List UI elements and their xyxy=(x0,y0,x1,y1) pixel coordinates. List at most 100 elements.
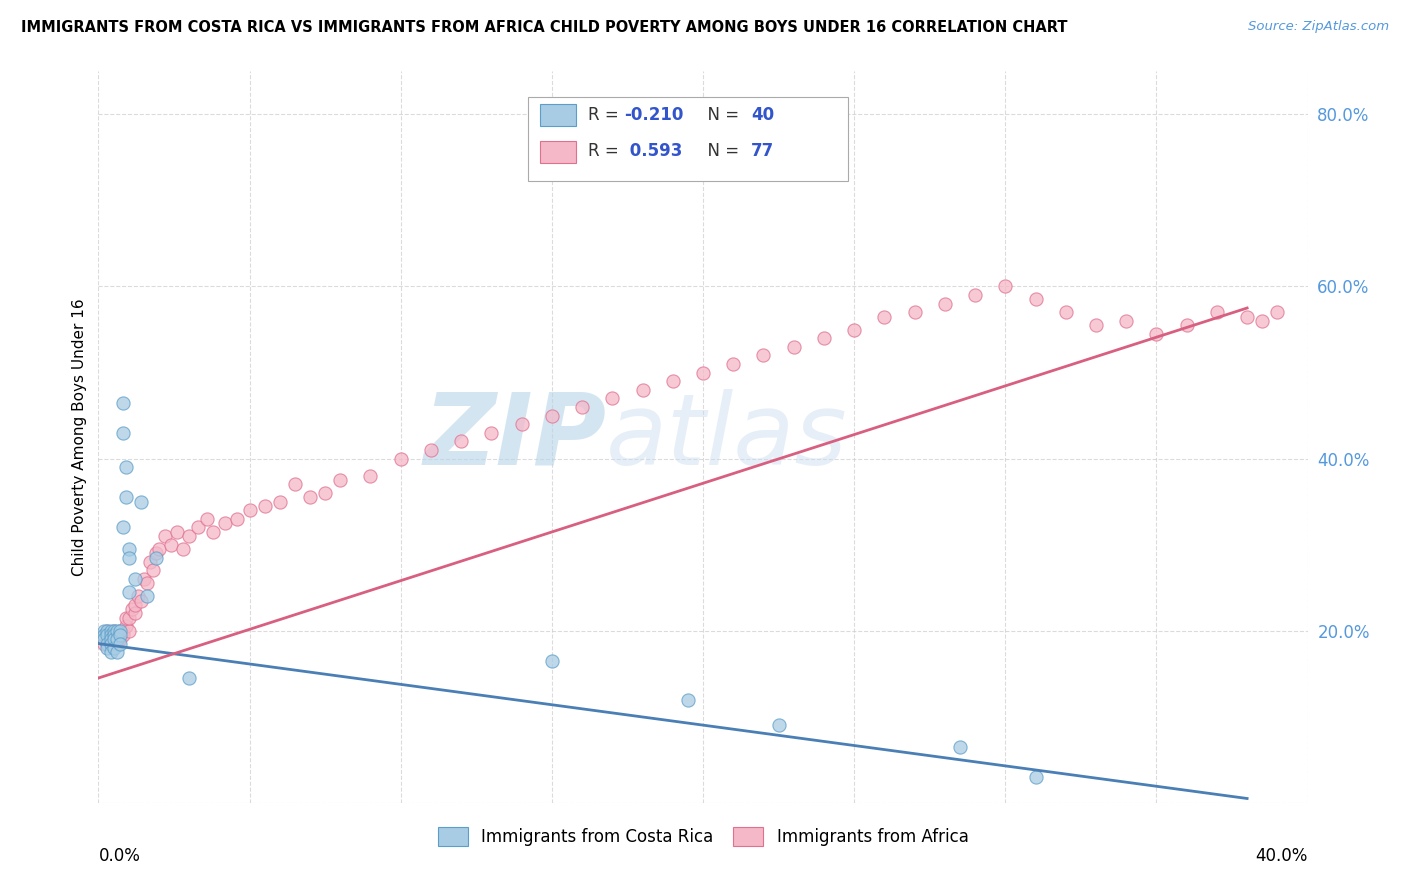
Point xyxy=(148,541,170,556)
Point xyxy=(723,357,745,371)
Point xyxy=(142,564,165,578)
Text: R =: R = xyxy=(588,105,624,123)
Point xyxy=(253,499,276,513)
Point xyxy=(195,512,218,526)
Point xyxy=(96,624,118,638)
Point xyxy=(284,477,307,491)
Point xyxy=(111,395,134,409)
Point xyxy=(118,624,141,638)
Point xyxy=(299,491,322,505)
Point xyxy=(100,637,122,651)
Point xyxy=(127,589,149,603)
Point xyxy=(873,310,896,324)
Text: N =: N = xyxy=(697,105,744,123)
Point xyxy=(105,624,128,638)
Point xyxy=(160,538,183,552)
Text: 40: 40 xyxy=(751,105,775,123)
Point xyxy=(481,425,503,440)
Point xyxy=(96,637,118,651)
Text: 0.0%: 0.0% xyxy=(98,847,141,864)
Point xyxy=(135,576,157,591)
Point xyxy=(145,550,167,565)
Point xyxy=(153,529,176,543)
FancyBboxPatch shape xyxy=(527,97,848,181)
Point xyxy=(118,585,141,599)
Point xyxy=(172,541,194,556)
Point xyxy=(510,417,533,432)
Point xyxy=(934,296,956,310)
Point xyxy=(214,516,236,530)
Point xyxy=(540,654,562,668)
Point xyxy=(111,520,134,534)
Point xyxy=(904,305,927,319)
Point xyxy=(103,632,125,647)
FancyBboxPatch shape xyxy=(540,141,576,163)
Point xyxy=(844,322,866,336)
Point xyxy=(132,572,155,586)
Point xyxy=(114,491,136,505)
Point xyxy=(103,640,125,655)
Point xyxy=(129,494,152,508)
Text: atlas: atlas xyxy=(606,389,848,485)
Point xyxy=(100,637,122,651)
Point xyxy=(202,524,225,539)
Point xyxy=(118,611,141,625)
Point xyxy=(135,589,157,603)
Point xyxy=(124,607,146,621)
Point xyxy=(1175,318,1198,333)
Point xyxy=(420,442,443,457)
Point xyxy=(1144,326,1167,341)
Point xyxy=(124,572,146,586)
Point xyxy=(108,632,131,647)
Point xyxy=(450,434,472,449)
Text: IMMIGRANTS FROM COSTA RICA VS IMMIGRANTS FROM AFRICA CHILD POVERTY AMONG BOYS UN: IMMIGRANTS FROM COSTA RICA VS IMMIGRANTS… xyxy=(21,20,1067,35)
Point xyxy=(602,392,624,406)
Point xyxy=(1024,770,1046,784)
Point xyxy=(329,473,352,487)
Y-axis label: Child Poverty Among Boys Under 16: Child Poverty Among Boys Under 16 xyxy=(72,298,87,576)
Point xyxy=(100,645,122,659)
Point xyxy=(1085,318,1108,333)
Point xyxy=(114,619,136,633)
Point xyxy=(96,640,118,655)
Point xyxy=(96,628,118,642)
Point xyxy=(166,524,188,539)
Point xyxy=(108,624,131,638)
Point xyxy=(571,400,593,414)
Point xyxy=(105,645,128,659)
Point xyxy=(676,692,699,706)
Point xyxy=(187,520,209,534)
Point xyxy=(389,451,412,466)
Point xyxy=(105,632,128,647)
Text: 40.0%: 40.0% xyxy=(1256,847,1308,864)
Point xyxy=(100,628,122,642)
Point xyxy=(139,555,162,569)
Point xyxy=(179,529,201,543)
Point xyxy=(145,546,167,560)
Point xyxy=(100,624,122,638)
Point xyxy=(1267,305,1289,319)
Point xyxy=(93,632,115,647)
Text: Source: ZipAtlas.com: Source: ZipAtlas.com xyxy=(1249,20,1389,33)
Point xyxy=(1251,314,1274,328)
Text: -0.210: -0.210 xyxy=(624,105,683,123)
Point xyxy=(1024,293,1046,307)
Point xyxy=(108,628,131,642)
Point xyxy=(752,348,775,362)
Point xyxy=(314,486,336,500)
Point xyxy=(100,632,122,647)
Point xyxy=(179,671,201,685)
Text: 0.593: 0.593 xyxy=(624,142,683,160)
Point xyxy=(108,624,131,638)
Text: 77: 77 xyxy=(751,142,775,160)
Point xyxy=(96,624,118,638)
Point xyxy=(121,602,143,616)
Point xyxy=(111,425,134,440)
Point xyxy=(96,632,118,647)
Point xyxy=(692,366,714,380)
Point xyxy=(661,374,683,388)
Point xyxy=(269,494,291,508)
Text: R =: R = xyxy=(588,142,624,160)
Point xyxy=(103,624,125,638)
Legend: Immigrants from Costa Rica, Immigrants from Africa: Immigrants from Costa Rica, Immigrants f… xyxy=(430,821,976,853)
